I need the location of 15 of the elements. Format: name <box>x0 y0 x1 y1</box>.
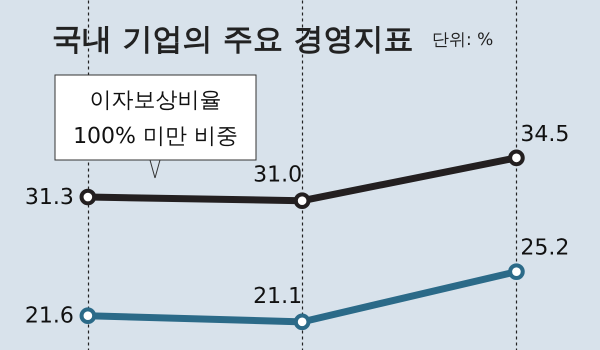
data-label: 21.1 <box>253 284 302 309</box>
point <box>508 263 525 280</box>
series-label: 이자보상비율 100% 미만 비중 <box>73 88 238 149</box>
point <box>508 150 525 166</box>
data-label: 34.5 <box>520 122 570 147</box>
data-label: 31.0 <box>253 162 302 188</box>
point <box>80 188 96 206</box>
data-label: 25.2 <box>520 236 570 261</box>
data-label: 31.3 <box>24 185 74 210</box>
data-label: 21.6 <box>24 304 74 329</box>
point <box>80 307 96 324</box>
point <box>294 314 310 330</box>
point <box>294 192 310 210</box>
text: 국내 기업의 주요 경영지표 <box>52 22 414 57</box>
text: 단위: % <box>432 30 494 50</box>
